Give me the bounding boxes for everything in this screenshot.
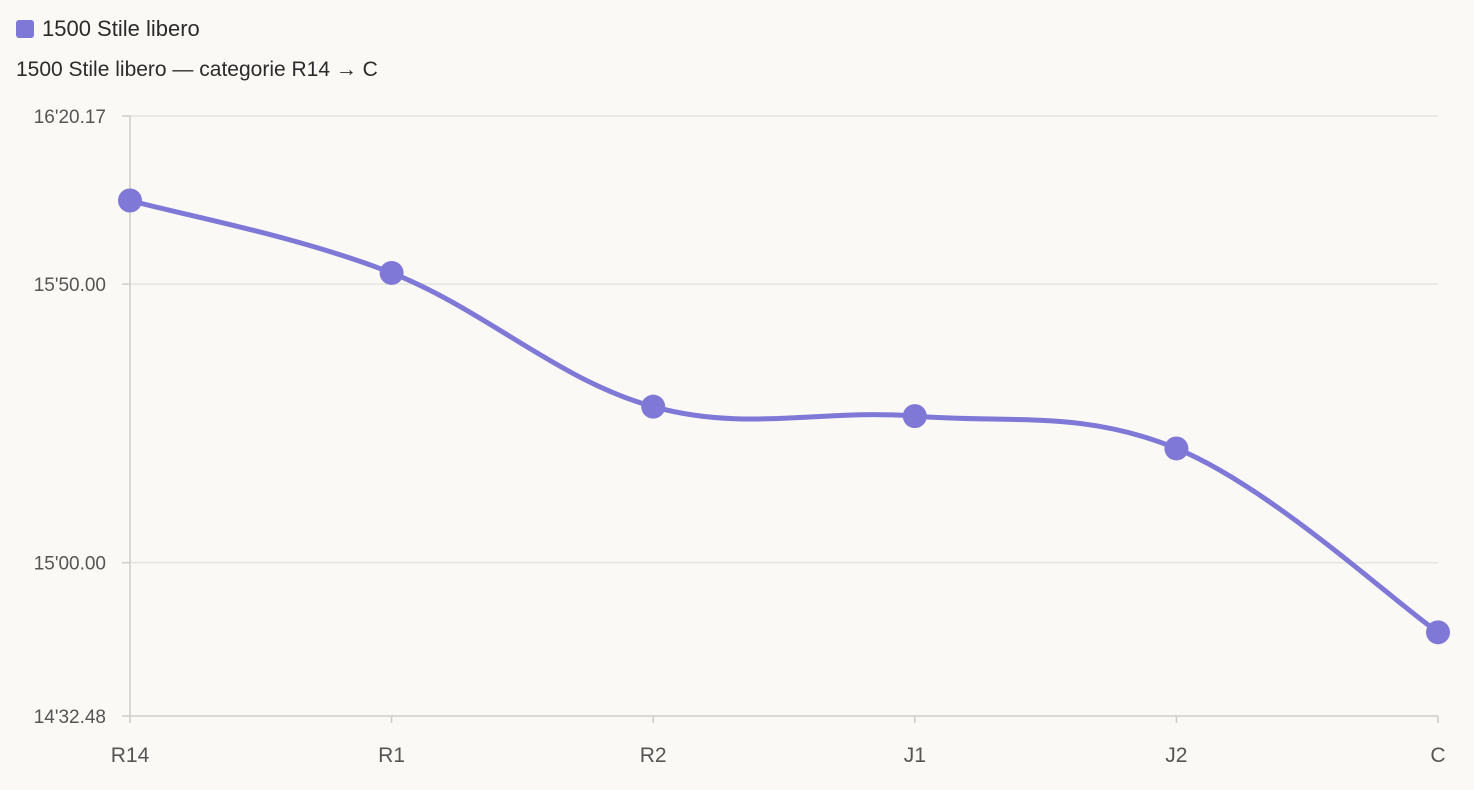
data-point-r1[interactable] xyxy=(379,260,404,285)
x-tick-label: J1 xyxy=(904,744,926,767)
data-point-c[interactable] xyxy=(1426,620,1450,645)
x-axis-tick-labels: R14 R1 R2 J1 J2 C xyxy=(111,744,1446,767)
grid-lines xyxy=(130,115,1438,564)
data-point-r14[interactable] xyxy=(118,188,142,213)
y-tick-label: 15'00.00 xyxy=(34,554,106,575)
y-tick-label: 16'20.17 xyxy=(34,107,106,128)
y-tick-label: 15'50.00 xyxy=(34,275,106,296)
axes xyxy=(122,115,1439,723)
series-line xyxy=(127,198,1441,635)
legend-label: 1500 Stile libero xyxy=(42,16,200,41)
x-tick-label: R2 xyxy=(640,744,667,767)
series-group xyxy=(118,188,1450,645)
x-tick-label: J2 xyxy=(1165,744,1187,767)
y-tick-label: 14'32.48 xyxy=(34,707,106,728)
legend-swatch xyxy=(16,20,34,38)
y-axis-tick-labels: 16'20.17 15'50.00 15'00.00 14'32.48 xyxy=(34,107,106,728)
data-point-j2[interactable] xyxy=(1164,436,1189,461)
data-point-j1[interactable] xyxy=(902,404,927,429)
x-tick-label: R1 xyxy=(378,744,405,767)
x-tick-label: R14 xyxy=(111,744,150,767)
legend[interactable]: 1500 Stile libero xyxy=(16,16,200,42)
x-tick-label: C xyxy=(1430,744,1445,767)
data-point-r2[interactable] xyxy=(641,394,666,419)
chart-title: 1500 Stile libero — categorie R14 → C xyxy=(16,58,378,81)
